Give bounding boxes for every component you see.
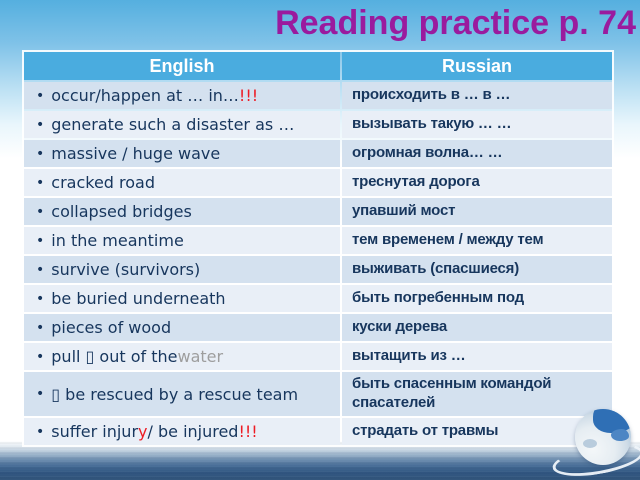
bullet-icon: • — [36, 145, 45, 162]
bullet-icon: • — [36, 116, 45, 133]
table-row: • ▯ be rescued by a rescue team быть спасе… — [24, 372, 612, 416]
english-cell: • in the meantime — [24, 227, 340, 254]
english-cell: • pull ▯ out of the water — [24, 343, 340, 370]
english-highlight-text: !!! — [238, 422, 258, 441]
russian-cell: куски дерева — [342, 314, 612, 341]
bullet-icon: • — [36, 87, 45, 104]
bullet-icon: • — [36, 174, 45, 191]
bullet-icon: • — [36, 348, 45, 365]
bullet-icon: • — [36, 386, 45, 402]
english-text: generate such a disaster as … — [51, 115, 295, 134]
english-text: pieces of wood — [51, 318, 172, 337]
globe-continents-icon — [575, 409, 631, 465]
russian-cell: происходить в … в … — [342, 82, 612, 109]
english-cell: • cracked road — [24, 169, 340, 196]
english-cell: • survive (survivors) — [24, 256, 340, 283]
russian-cell: выживать (спасшиеся) — [342, 256, 612, 283]
vocab-table: English Russian • occur/happen at … in… !… — [22, 50, 614, 447]
bullet-icon: • — [36, 423, 45, 440]
page-title: Reading practice p. 74 — [275, 4, 636, 42]
sea-background — [0, 441, 640, 480]
english-cell: • ▯ be rescued by a rescue team — [24, 372, 340, 416]
bullet-icon: • — [36, 319, 45, 336]
header-english: English — [24, 52, 340, 80]
header-russian: Russian — [342, 52, 612, 80]
table-row: • survive (survivors) выживать (спасшиеся) — [24, 256, 612, 283]
table-row: • collapsed bridges упавший мост — [24, 198, 612, 225]
table-row: • cracked road треснутая дорога — [24, 169, 612, 196]
english-cell: • occur/happen at … in… !!! — [24, 82, 340, 109]
table-row: • pieces of wood куски дерева — [24, 314, 612, 341]
bullet-icon: • — [36, 203, 45, 220]
russian-cell: быть погребенным под — [342, 285, 612, 312]
english-text: collapsed bridges — [51, 202, 192, 221]
table-body: • occur/happen at … in… !!! происходить в … — [24, 82, 612, 445]
english-highlight-text: y — [138, 422, 148, 441]
english-cell: • massive / huge wave — [24, 140, 340, 167]
globe-image — [550, 409, 640, 480]
table-row: • in the meantime тем временем / между тем — [24, 227, 612, 254]
table-row: • massive / huge wave огромная волна… … — [24, 140, 612, 167]
russian-cell: упавший мост — [342, 198, 612, 225]
english-text: occur/happen at … in… — [51, 86, 239, 105]
table-row: • occur/happen at … in… !!! происходить в … — [24, 82, 612, 109]
english-highlight-text: !!! — [238, 86, 259, 105]
english-text: cracked road — [51, 173, 155, 192]
english-text: survive (survivors) — [51, 260, 201, 279]
table-row: • pull ▯ out of the water вытащить из … — [24, 343, 612, 370]
russian-cell: вызывать такую … … — [342, 111, 612, 138]
english-highlight-text: water — [177, 347, 224, 366]
english-cell: • be buried underneath — [24, 285, 340, 312]
russian-cell: вытащить из … — [342, 343, 612, 370]
bullet-icon: • — [36, 290, 45, 307]
table-header-row: English Russian — [24, 52, 612, 80]
russian-cell: тем временем / между тем — [342, 227, 612, 254]
russian-cell: страдать от травмы — [342, 418, 612, 445]
english-cell: • collapsed bridges — [24, 198, 340, 225]
russian-cell: быть спасенным командой спасателей — [342, 372, 612, 416]
english-text: in the meantime — [51, 231, 184, 250]
table-row: • suffer injur y / be injured !!! страдать … — [24, 418, 612, 445]
english-cell: • generate such a disaster as … — [24, 111, 340, 138]
russian-cell: огромная волна… … — [342, 140, 612, 167]
english-text: suffer injur — [51, 422, 139, 441]
english-text: pull ▯ out of the — [51, 347, 178, 366]
table-row: • generate such a disaster as … вызывать т… — [24, 111, 612, 138]
bullet-icon: • — [36, 261, 45, 278]
russian-cell: треснутая дорога — [342, 169, 612, 196]
english-cell: • suffer injur y / be injured !!! — [24, 418, 340, 445]
english-text: be buried underneath — [51, 289, 226, 308]
table-row: • be buried underneath быть погребенным по… — [24, 285, 612, 312]
english-cell: • pieces of wood — [24, 314, 340, 341]
bullet-icon: • — [36, 232, 45, 249]
english-text: massive / huge wave — [51, 144, 221, 163]
english-text: ▯ be rescued by a rescue team — [51, 384, 299, 404]
english-text: / be injured — [147, 422, 239, 441]
